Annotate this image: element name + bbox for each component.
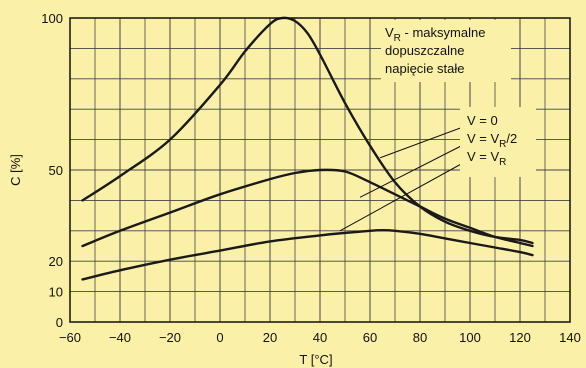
leader-lines <box>339 126 464 232</box>
x-tick-label: 80 <box>413 330 427 345</box>
leader-v-0 <box>379 126 464 159</box>
axes <box>69 17 571 323</box>
legend-label-vr2: V = VR/2 <box>467 131 517 150</box>
y-tick-label: 20 <box>49 254 63 269</box>
x-tick-label: 20 <box>263 330 277 345</box>
x-tick-label: 140 <box>559 330 581 345</box>
x-tick-label: 100 <box>459 330 481 345</box>
y-tick-label: 50 <box>49 163 63 178</box>
legend-label-v0: V = 0 <box>467 113 498 128</box>
curve-v-vr <box>81 229 534 281</box>
x-tick-label: 0 <box>216 330 223 345</box>
curves <box>81 16 534 281</box>
tick-labels: −60 −40 −20 0 20 40 60 80 100 120 140 0 10 20 50 100 <box>41 11 581 345</box>
plot-frame <box>69 17 571 323</box>
legend-box <box>460 107 536 177</box>
curve-v-vr-half <box>81 168 534 248</box>
note-line-3: napięcie stałe <box>385 61 465 76</box>
x-axis-label: T [°C] <box>299 352 332 367</box>
x-tick-label: −20 <box>159 330 181 345</box>
legend-label-vr: V = VR <box>467 149 506 168</box>
x-tick-label: 120 <box>509 330 531 345</box>
leader-v-vr-half <box>359 144 464 198</box>
curve-v-0 <box>81 16 534 245</box>
x-tick-label: 40 <box>313 330 327 345</box>
note-line-2: dopuszczalne <box>385 43 465 58</box>
leader-v-vr <box>339 162 464 232</box>
x-tick-label: −60 <box>59 330 81 345</box>
x-tick-label: 60 <box>363 330 377 345</box>
x-tick-label: −40 <box>109 330 131 345</box>
note-box <box>381 20 511 82</box>
note-line-1: VR - maksymalne <box>385 25 485 44</box>
y-axis-label: C [%] <box>8 154 23 186</box>
y-tick-label: 10 <box>49 285 63 300</box>
y-tick-label: 0 <box>56 315 63 330</box>
y-tick-label: 100 <box>41 11 63 26</box>
